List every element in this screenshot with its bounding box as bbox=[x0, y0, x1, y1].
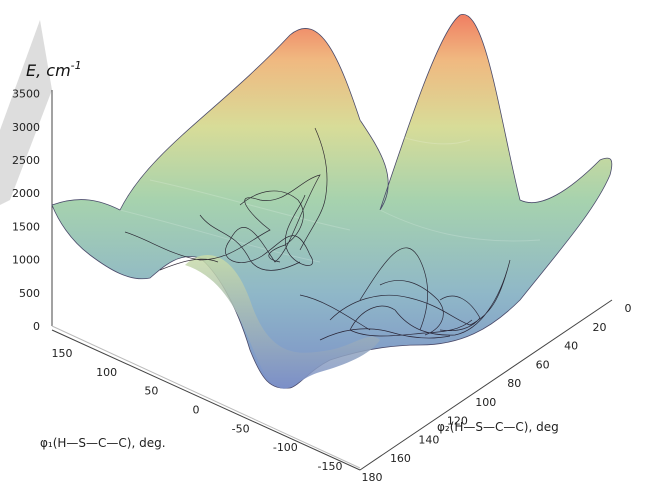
x-tick-label: -150 bbox=[318, 460, 343, 473]
z-tick-label: 1500 bbox=[12, 220, 40, 233]
energy-surface bbox=[51, 14, 613, 389]
trajectory-basin-1 bbox=[124, 127, 328, 271]
y-tick-label: 100 bbox=[475, 396, 496, 409]
y-tick-label: 80 bbox=[507, 377, 521, 390]
floor-back-line bbox=[51, 325, 361, 469]
x-tick-label: 100 bbox=[96, 366, 117, 379]
y-ticks: 0 20 40 60 80 100 120 140 160 180 bbox=[362, 302, 632, 484]
x-tick-label: 150 bbox=[52, 347, 73, 360]
y-axis-line bbox=[359, 299, 613, 471]
z-tick-label: 2500 bbox=[12, 154, 40, 167]
z-tick-label: 0 bbox=[33, 320, 40, 333]
y-tick-label: 60 bbox=[536, 358, 550, 371]
z-ticks: 0 500 1000 1500 2000 2500 3000 3500 bbox=[12, 88, 40, 333]
y-tick-label: 140 bbox=[418, 433, 439, 446]
back-wall-shading bbox=[0, 20, 52, 205]
y-tick-label: 180 bbox=[362, 471, 383, 484]
x-tick-label: -100 bbox=[273, 441, 298, 454]
y-tick-label: 160 bbox=[390, 452, 411, 465]
surface-front-ridge bbox=[185, 254, 380, 389]
z-axis-label: E, cm-1 bbox=[26, 59, 82, 80]
z-tick-label: 3500 bbox=[12, 88, 40, 101]
x-tick-label: 50 bbox=[144, 385, 158, 398]
surface-grid-hint bbox=[119, 119, 541, 263]
z-tick-label: 1000 bbox=[12, 254, 40, 267]
z-tick-label: 3000 bbox=[12, 121, 40, 134]
z-axis-label-exp: -1 bbox=[71, 59, 82, 72]
y-tick-label: 40 bbox=[564, 340, 578, 353]
surface-body bbox=[51, 14, 613, 389]
x-ticks: 150 100 50 0 -50 -100 -150 bbox=[52, 347, 343, 473]
z-tick-label: 2000 bbox=[12, 187, 40, 200]
y-tick-label: 20 bbox=[593, 321, 607, 334]
axes bbox=[51, 90, 613, 471]
trajectory-basin-2 bbox=[299, 247, 511, 341]
y-tick-label: 120 bbox=[447, 415, 468, 428]
x-axis-label: φ₁(H—S—C—C), deg. bbox=[40, 436, 166, 450]
z-axis-label-var: E bbox=[26, 61, 37, 80]
y-axis-label: φ₂(H—S—C—C), deg bbox=[437, 420, 559, 434]
x-tick-label: -50 bbox=[232, 422, 250, 435]
z-tick-label: 500 bbox=[19, 287, 40, 300]
y-tick-label: 0 bbox=[625, 302, 632, 315]
trajectories bbox=[124, 127, 511, 341]
x-tick-label: 0 bbox=[193, 404, 200, 417]
x-axis-line bbox=[51, 329, 361, 471]
z-axis-label-sep: , bbox=[36, 61, 46, 80]
z-axis-label-unit: cm bbox=[46, 61, 70, 80]
